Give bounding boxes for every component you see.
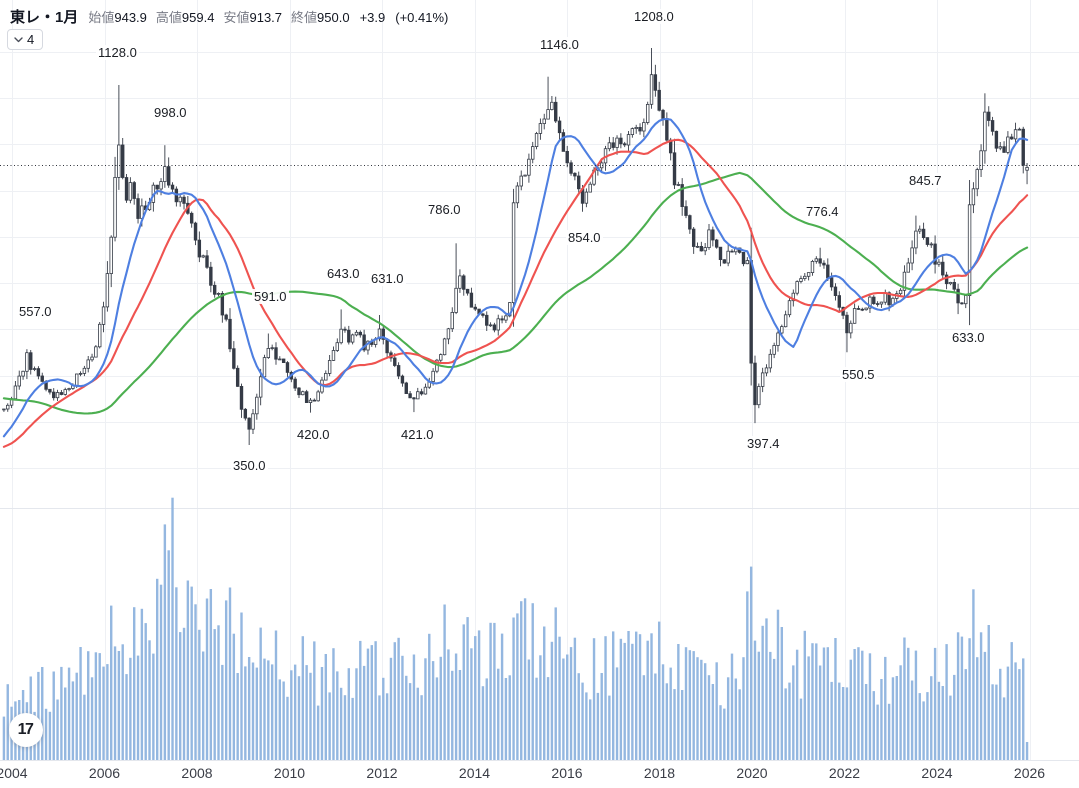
ohlc-field-value: 943.9 xyxy=(114,10,147,25)
price-annotation: 421.0 xyxy=(399,427,436,442)
ohlc-field-label: 高値 xyxy=(155,10,182,25)
x-axis-year-label: 2022 xyxy=(828,765,861,781)
price-annotation: 786.0 xyxy=(426,202,463,217)
price-annotation: 591.0 xyxy=(252,289,289,304)
ohlc-field-value: 913.7 xyxy=(249,10,283,25)
price-annotation: 420.0 xyxy=(295,427,332,442)
x-axis-year-label: 2018 xyxy=(643,765,676,781)
ohlc-field: 終値950.0 xyxy=(291,7,350,26)
price-annotation: 643.0 xyxy=(325,266,362,281)
time-axis[interactable]: 2004 2006 2008 2010 2012 2014 2016 2018 2020 2022… xyxy=(0,761,1079,788)
chart-header: 東レ・1月 始値943.9 高値959.4 安値913.7 終値950.0 +3.9 … xyxy=(10,6,448,27)
change-percent: (+0.41%) xyxy=(395,10,449,25)
price-annotation: 845.7 xyxy=(907,173,944,188)
price-annotation: 397.4 xyxy=(745,436,782,451)
price-annotation: 776.4 xyxy=(804,204,841,219)
price-annotation: 350.0 xyxy=(231,458,268,473)
ohlc-field: 高値959.4 xyxy=(156,7,215,26)
tradingview-logo[interactable]: 17 xyxy=(9,713,43,747)
price-annotation: 1146.0 xyxy=(538,37,581,52)
x-axis-year-label: 2004 xyxy=(0,765,28,781)
ohlc-fields: 始値943.9 高値959.4 安値913.7 終値950.0 xyxy=(88,7,349,26)
ohlc-field-value: 950.0 xyxy=(317,10,350,25)
x-axis-year-label: 2010 xyxy=(273,765,306,781)
change-value: +3.9 xyxy=(359,10,386,25)
price-annotation: 631.0 xyxy=(369,271,406,286)
x-axis-year-label: 2024 xyxy=(921,765,953,781)
x-axis-year-label: 2020 xyxy=(736,765,768,781)
price-annotation: 557.0 xyxy=(17,304,54,319)
price-annotation: 1128.0 xyxy=(96,45,139,60)
indicators-collapse-button[interactable]: 4 xyxy=(7,29,44,50)
price-annotation: 633.0 xyxy=(950,330,987,345)
ohlc-field: 安値913.7 xyxy=(223,7,282,26)
price-annotation: 1208.0 xyxy=(632,9,676,24)
ohlc-field-value: 959.4 xyxy=(181,10,215,25)
ohlc-field-label: 安値 xyxy=(223,10,250,25)
price-annotation: 998.0 xyxy=(152,105,189,120)
symbol-title: 東レ・1月 xyxy=(10,9,79,26)
x-axis-year-label: 2008 xyxy=(181,765,213,781)
indicator-count: 4 xyxy=(27,32,35,47)
ohlc-field-label: 終値 xyxy=(291,10,318,25)
price-annotation: 854.0 xyxy=(566,230,603,245)
price-annotation: 550.5 xyxy=(840,367,877,382)
x-axis-year-label: 2014 xyxy=(458,765,491,781)
x-axis-year-label: 2016 xyxy=(551,765,583,781)
ohlc-field-label: 始値 xyxy=(88,10,115,25)
ohlc-field: 始値943.9 xyxy=(88,7,147,26)
tradingview-logo-glyph: 17 xyxy=(17,721,34,738)
chevron-down-icon xyxy=(14,36,23,42)
x-axis-year-label: 2012 xyxy=(366,765,398,781)
x-axis-year-label: 2006 xyxy=(88,765,121,781)
x-axis-year-label: 2026 xyxy=(1013,765,1046,781)
